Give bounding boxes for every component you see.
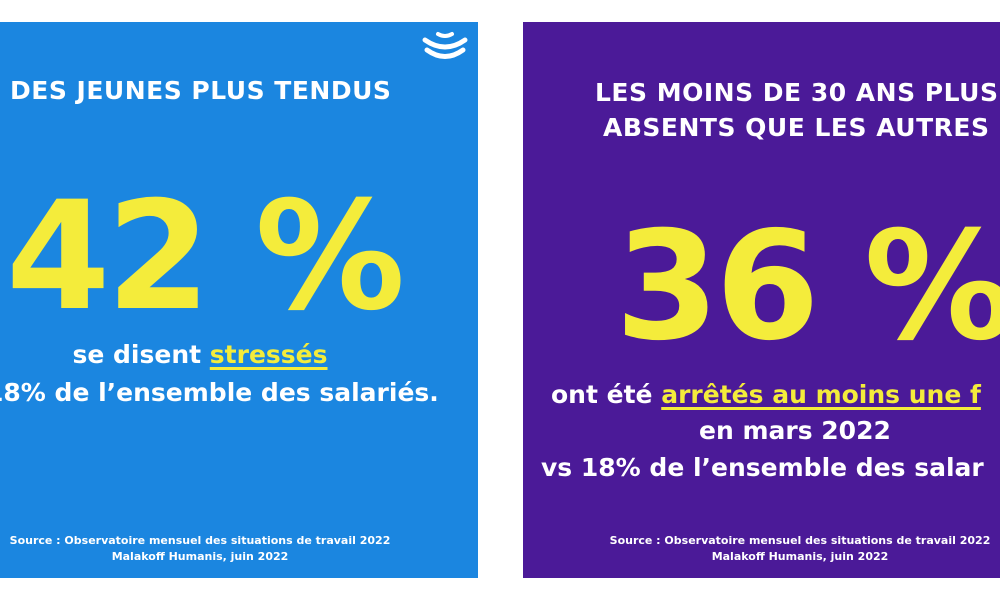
source: Malakoff Humanis, juin 2022 [711, 550, 889, 563]
text-line: se disent stressés [0, 340, 400, 369]
figure: 36 % [615, 200, 1000, 374]
text-line: 18% de l’ensemble des salariés. [0, 378, 439, 407]
text-line: vs 18% de l’ensemble des salar [541, 453, 984, 482]
text-line: ont été arrêtés au moins une f [551, 380, 981, 409]
source: Source : Observatoire mensuel des situat… [9, 534, 391, 547]
source: Malakoff Humanis, juin 2022 [111, 550, 289, 563]
highlight: arrêtés au moins une f [661, 380, 981, 409]
source: Source : Observatoire mensuel des situat… [609, 534, 991, 547]
panel: LES MOINS DE 30 ANS PLUS ABSENTS QUE LES… [523, 22, 1000, 578]
panel: DES JEUNES PLUS TENDUS 42 % se disent st… [0, 22, 478, 578]
logo [422, 32, 468, 59]
title: LES MOINS DE 30 ANS PLUS [595, 78, 999, 107]
figure: 42 % [6, 170, 405, 344]
text: se disent [72, 340, 202, 369]
text-line: en mars 2022 [699, 416, 891, 445]
text: ont été [551, 380, 653, 409]
title: ABSENTS QUE LES AUTRES [603, 113, 990, 142]
title: DES JEUNES PLUS TENDUS [10, 76, 392, 105]
highlight: stressés [209, 340, 328, 369]
